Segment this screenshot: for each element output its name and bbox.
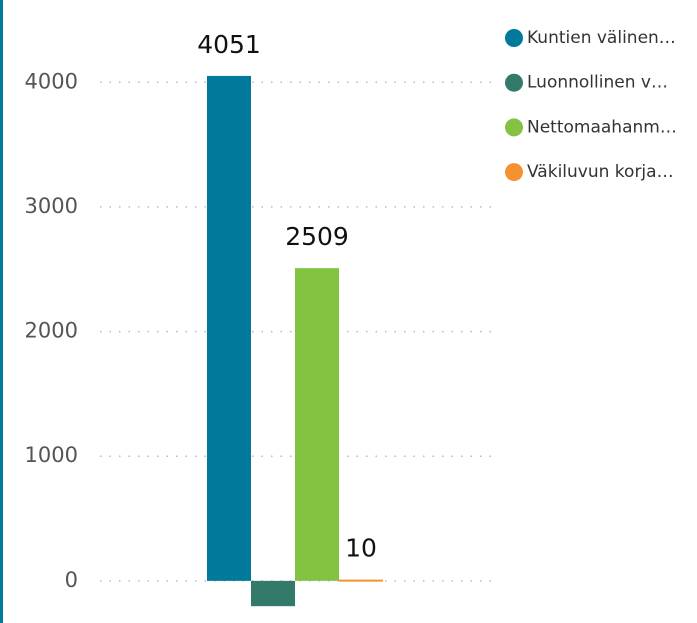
legend-marker [505, 73, 523, 92]
bar [339, 579, 383, 582]
data-label: 2509 [285, 222, 349, 251]
legend-marker [505, 118, 523, 137]
y-tick-label: 2000 [25, 319, 78, 343]
legend-label: Luonnollinen v… [527, 73, 668, 93]
bar [207, 75, 251, 581]
legend-marker [505, 163, 523, 182]
legend-label: Väkiluvun korja… [527, 162, 674, 182]
bar [251, 580, 295, 607]
data-label: -203 [245, 620, 302, 623]
y-tick-label: 3000 [25, 194, 78, 218]
y-tick-label: 1000 [25, 443, 78, 467]
y-tick-label: 4000 [25, 69, 78, 93]
legend-label: Nettomaahanm… [527, 117, 677, 137]
data-label: 10 [345, 534, 377, 563]
data-label: 4051 [197, 30, 261, 59]
left-border [0, 0, 3, 623]
bar [295, 268, 339, 581]
legend-marker [505, 29, 523, 47]
legend-label: Kuntien välinen… [527, 28, 676, 48]
y-tick-label: 0 [65, 568, 78, 592]
